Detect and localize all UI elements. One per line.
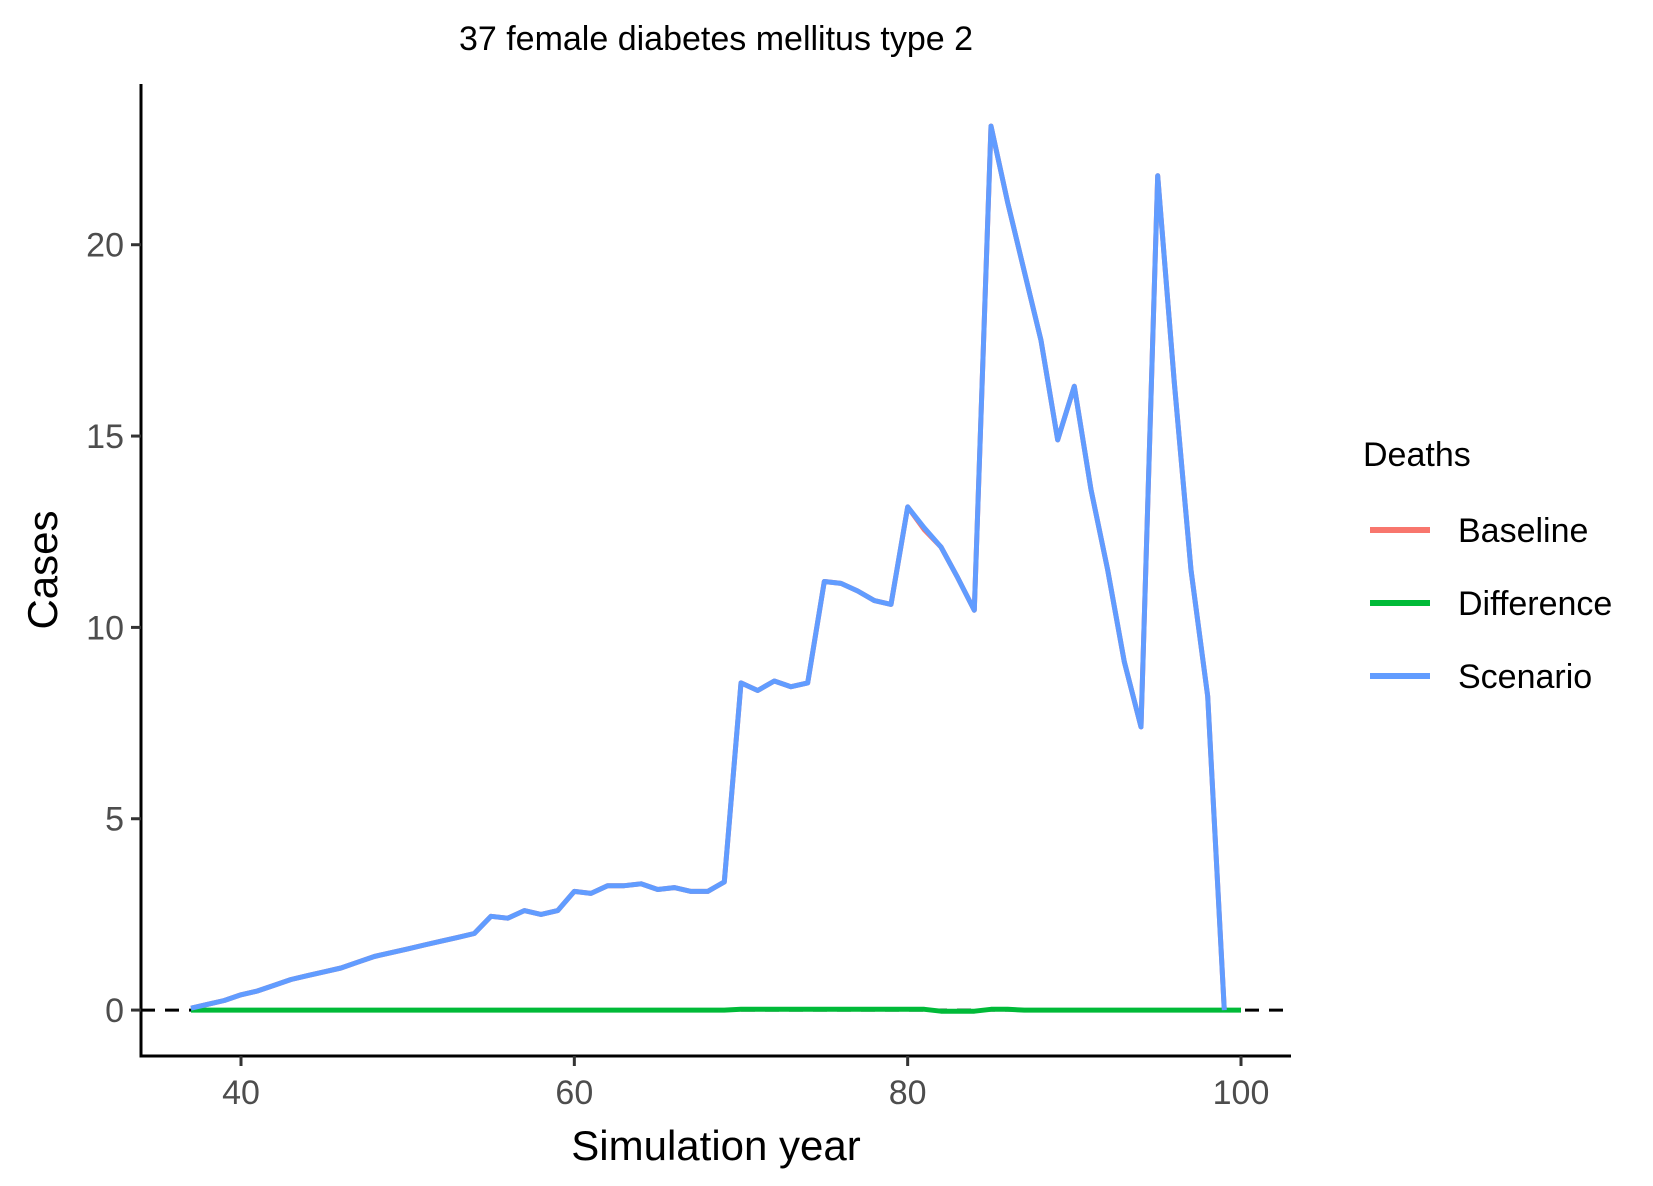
legend-label-baseline: Baseline — [1458, 512, 1588, 550]
legend-title: Deaths — [1363, 436, 1471, 474]
legend-label-difference: Difference — [1458, 585, 1612, 623]
series-layer — [190, 123, 1241, 1014]
y-axis-ticks: 0 5 10 15 20 — [86, 227, 141, 1030]
x-axis-title: Simulation year — [571, 1122, 860, 1169]
x-tick-label: 60 — [555, 1074, 593, 1112]
legend-label-scenario: Scenario — [1458, 658, 1592, 696]
legend-item-baseline: Baseline — [1370, 512, 1588, 550]
y-tick-label: 15 — [86, 418, 124, 456]
y-tick-label: 20 — [86, 227, 124, 265]
x-tick-label: 40 — [222, 1074, 260, 1112]
x-tick-label: 100 — [1213, 1074, 1270, 1112]
y-tick-label: 0 — [105, 992, 124, 1030]
series-line-scenario — [190, 123, 1227, 1011]
series-line-baseline — [190, 123, 1227, 1011]
x-axis-ticks: 40 60 80 100 — [222, 1056, 1269, 1112]
legend-item-difference: Difference — [1370, 585, 1612, 623]
legend: Deaths Baseline Difference Scenario — [1363, 436, 1612, 696]
y-tick-label: 5 — [105, 801, 124, 839]
legend-item-scenario: Scenario — [1370, 658, 1592, 696]
x-tick-label: 80 — [889, 1074, 927, 1112]
series-line-difference — [191, 1006, 1241, 1014]
y-tick-label: 10 — [86, 609, 124, 647]
y-axis-title: Cases — [19, 510, 66, 629]
legend-items: Baseline Difference Scenario — [1370, 512, 1612, 696]
chart-title: 37 female diabetes mellitus type 2 — [459, 20, 973, 58]
